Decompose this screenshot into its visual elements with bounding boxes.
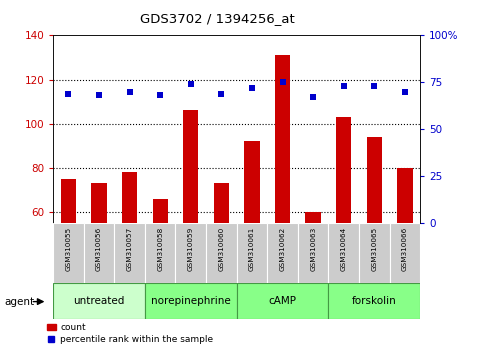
Bar xyxy=(175,223,206,283)
Bar xyxy=(153,199,168,344)
Bar xyxy=(237,283,328,319)
Text: forskolin: forskolin xyxy=(352,296,397,306)
Bar xyxy=(145,283,237,319)
Point xyxy=(95,93,103,98)
Bar xyxy=(145,223,175,283)
Text: agent: agent xyxy=(5,297,35,307)
Bar xyxy=(206,223,237,283)
Bar xyxy=(53,223,84,283)
Bar xyxy=(336,117,352,344)
Bar xyxy=(328,223,359,283)
Bar xyxy=(84,223,114,283)
Bar xyxy=(114,223,145,283)
Point xyxy=(248,85,256,91)
Text: GSM310058: GSM310058 xyxy=(157,227,163,272)
Text: untreated: untreated xyxy=(73,296,125,306)
Bar xyxy=(367,137,382,344)
Bar xyxy=(53,283,145,319)
Point xyxy=(279,79,286,85)
Text: GSM310062: GSM310062 xyxy=(280,227,285,272)
Bar xyxy=(305,212,321,344)
Text: norepinephrine: norepinephrine xyxy=(151,296,231,306)
Point xyxy=(340,83,348,89)
Bar xyxy=(275,55,290,344)
Point xyxy=(309,95,317,100)
Bar xyxy=(390,223,420,283)
Point xyxy=(370,83,378,89)
Bar xyxy=(244,141,260,344)
Point xyxy=(65,91,72,96)
Point xyxy=(401,89,409,95)
Text: GSM310055: GSM310055 xyxy=(65,227,71,272)
Bar xyxy=(359,223,390,283)
Text: GSM310063: GSM310063 xyxy=(310,227,316,272)
Bar xyxy=(122,172,137,344)
Bar xyxy=(213,183,229,344)
Text: GSM310060: GSM310060 xyxy=(218,227,225,272)
Bar xyxy=(298,223,328,283)
Point xyxy=(126,89,133,95)
Text: cAMP: cAMP xyxy=(269,296,297,306)
Text: GSM310059: GSM310059 xyxy=(188,227,194,272)
Text: GDS3702 / 1394256_at: GDS3702 / 1394256_at xyxy=(140,12,295,25)
Point xyxy=(217,91,225,96)
Bar xyxy=(397,168,412,344)
Bar xyxy=(328,283,420,319)
Text: GSM310057: GSM310057 xyxy=(127,227,133,272)
Text: GSM310065: GSM310065 xyxy=(371,227,377,272)
Bar xyxy=(237,223,267,283)
Bar xyxy=(183,110,199,344)
Text: GSM310064: GSM310064 xyxy=(341,227,347,272)
Legend: count, percentile rank within the sample: count, percentile rank within the sample xyxy=(43,320,217,348)
Bar xyxy=(91,183,107,344)
Text: GSM310056: GSM310056 xyxy=(96,227,102,272)
Text: GSM310061: GSM310061 xyxy=(249,227,255,272)
Text: GSM310066: GSM310066 xyxy=(402,227,408,272)
Bar xyxy=(61,179,76,344)
Point xyxy=(187,81,195,87)
Point xyxy=(156,93,164,98)
Bar xyxy=(267,223,298,283)
